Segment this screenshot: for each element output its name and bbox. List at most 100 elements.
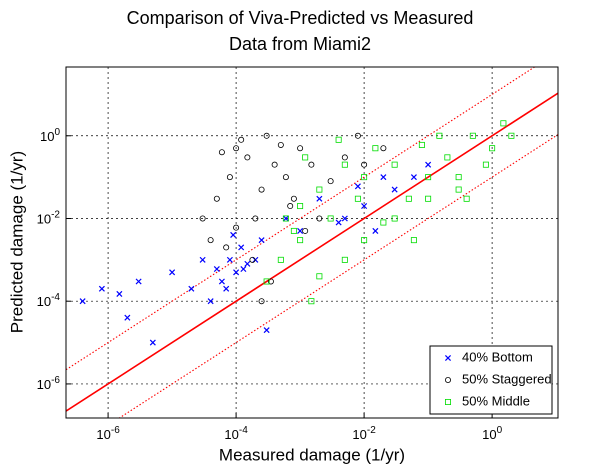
point bbox=[252, 215, 259, 222]
point bbox=[302, 154, 309, 161]
point bbox=[290, 227, 297, 234]
point bbox=[327, 215, 334, 222]
point bbox=[226, 256, 233, 263]
point bbox=[244, 260, 251, 267]
point bbox=[463, 195, 470, 202]
point bbox=[263, 278, 270, 285]
point bbox=[287, 203, 294, 210]
legend-label: 50% Middle bbox=[462, 393, 530, 408]
point bbox=[188, 285, 195, 292]
point bbox=[380, 174, 387, 181]
point bbox=[335, 136, 342, 143]
legend-marker bbox=[444, 376, 451, 383]
point bbox=[258, 186, 265, 193]
point bbox=[500, 120, 507, 127]
point bbox=[316, 215, 323, 222]
point bbox=[361, 237, 368, 244]
point bbox=[233, 269, 240, 276]
point bbox=[372, 227, 379, 234]
point bbox=[341, 161, 348, 168]
point bbox=[316, 186, 323, 193]
point bbox=[240, 265, 247, 273]
ticks: 10-6 10-4 10-2 100 10-6 10-4 10-2 100 bbox=[37, 126, 503, 442]
point bbox=[233, 224, 240, 231]
y-tick-label: 10-2 bbox=[37, 209, 61, 227]
point bbox=[169, 269, 176, 276]
point bbox=[380, 145, 387, 152]
point bbox=[316, 195, 323, 202]
point bbox=[149, 339, 156, 346]
point bbox=[316, 273, 323, 280]
point bbox=[207, 237, 214, 244]
point bbox=[282, 174, 289, 181]
point bbox=[361, 161, 368, 168]
point bbox=[207, 298, 214, 305]
point bbox=[380, 219, 387, 226]
point bbox=[223, 244, 230, 251]
point bbox=[341, 215, 348, 222]
point bbox=[372, 145, 379, 152]
x-tick-label: 100 bbox=[482, 425, 502, 443]
point bbox=[297, 145, 304, 152]
point bbox=[271, 161, 278, 168]
point bbox=[277, 141, 284, 148]
point bbox=[341, 256, 348, 263]
point bbox=[135, 278, 142, 285]
point bbox=[418, 141, 425, 148]
x-tick-label: 10-6 bbox=[96, 425, 120, 443]
point bbox=[226, 174, 233, 181]
x-tick-label: 10-4 bbox=[224, 425, 248, 443]
point bbox=[98, 285, 105, 292]
point bbox=[455, 186, 462, 193]
point bbox=[354, 183, 361, 190]
x-axis-label: Measured damage (1/yr) bbox=[219, 445, 405, 464]
point bbox=[238, 244, 245, 251]
reference-line bbox=[66, 92, 558, 412]
point bbox=[405, 195, 412, 202]
point bbox=[391, 161, 398, 168]
point bbox=[218, 278, 225, 285]
legend-label: 40% Bottom bbox=[462, 349, 533, 364]
plot-frame bbox=[65, 66, 559, 419]
legend: 40% Bottom 50% Staggered 50% Middle bbox=[429, 345, 553, 415]
point bbox=[297, 203, 304, 210]
point bbox=[455, 174, 462, 181]
point bbox=[425, 195, 432, 202]
point bbox=[223, 285, 230, 292]
point bbox=[361, 203, 368, 210]
legend-label: 50% Staggered bbox=[462, 371, 552, 386]
point bbox=[354, 132, 361, 139]
point bbox=[267, 278, 274, 285]
chart-title: Comparison of Viva-Predicted vs Measured bbox=[127, 8, 474, 28]
point bbox=[238, 136, 245, 143]
point bbox=[213, 195, 220, 202]
point bbox=[308, 161, 315, 168]
point bbox=[391, 215, 398, 222]
point bbox=[244, 154, 251, 161]
point bbox=[469, 132, 476, 139]
point bbox=[277, 256, 284, 263]
point bbox=[258, 237, 265, 244]
point bbox=[199, 256, 206, 263]
point bbox=[410, 237, 417, 244]
point bbox=[116, 290, 123, 297]
point bbox=[361, 174, 368, 181]
point bbox=[290, 195, 297, 202]
point bbox=[263, 132, 270, 139]
point bbox=[425, 174, 432, 181]
point bbox=[425, 161, 432, 168]
point bbox=[213, 265, 220, 273]
x-tick-label: 10-2 bbox=[352, 425, 376, 443]
point bbox=[508, 132, 515, 139]
point bbox=[124, 314, 131, 321]
point bbox=[335, 219, 342, 226]
y-tick-label: 10-4 bbox=[37, 292, 61, 310]
point bbox=[482, 161, 489, 168]
point bbox=[258, 298, 265, 305]
point bbox=[297, 227, 304, 234]
point bbox=[282, 215, 289, 222]
points bbox=[79, 120, 515, 346]
y-axis-label: Predicted damage (1/yr) bbox=[7, 151, 26, 333]
point bbox=[327, 178, 334, 185]
